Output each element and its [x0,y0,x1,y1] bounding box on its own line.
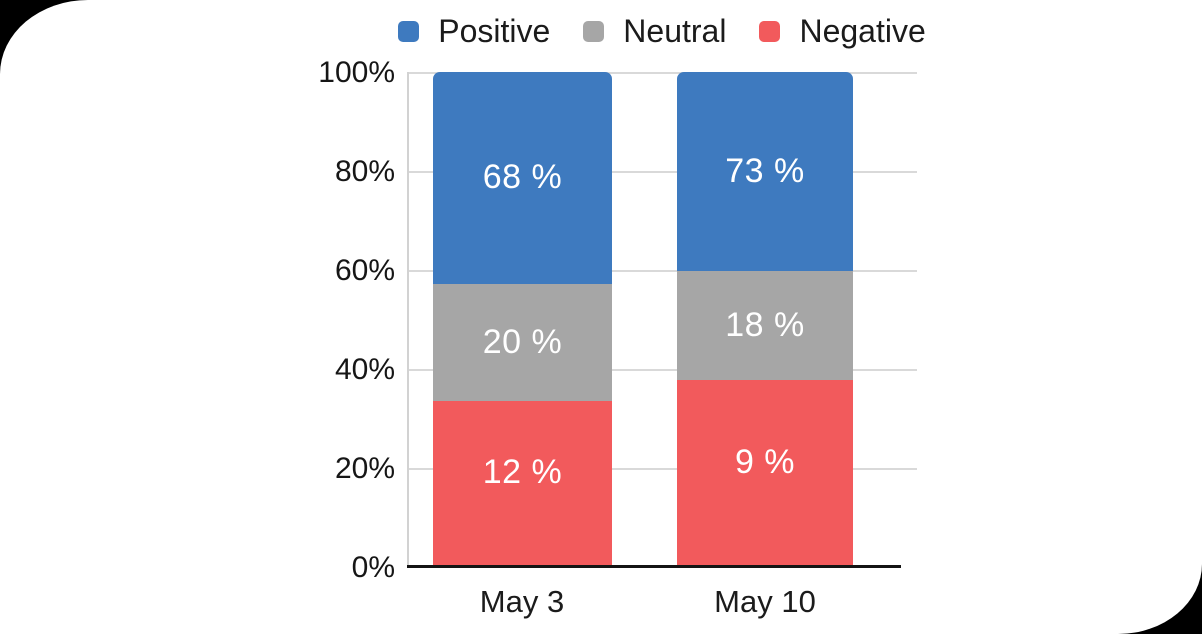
bar-segment-neutral: 18 % [677,271,853,380]
legend-item-neutral: Neutral [583,10,726,52]
x-axis-line [407,565,901,568]
bar-segment-value-label: 18 % [725,305,805,344]
stacked-bar-may-3: 68 % 20 % 12 % [433,72,612,567]
y-axis-line [407,72,409,567]
gridline-80 [407,171,917,173]
y-tick-20: 20% [334,452,395,485]
chart-legend: Positive Neutral Negative [398,9,926,53]
y-tick-100: 100% [318,56,395,89]
stacked-bar-may-10: 73 % 18 % 9 % [677,72,853,567]
bar-segment-value-label: 73 % [725,152,805,190]
legend-item-positive: Positive [398,10,550,52]
legend-label-neutral: Neutral [623,13,727,49]
bar-segment-negative: 12 % [433,400,612,567]
x-label-may-10: May 10 [714,584,816,619]
gridline-100 [407,72,917,74]
neutral-swatch-icon [583,20,605,42]
bar-segment-positive: 73 % [677,72,853,271]
bar-segment-neutral: 20 % [433,283,612,401]
y-tick-40: 40% [334,353,395,386]
negative-swatch-icon [759,20,781,42]
gridline-60 [407,270,917,272]
x-label-may-3: May 3 [479,584,565,619]
bar-segment-value-label: 9 % [734,442,796,481]
positive-swatch-icon [398,20,420,42]
y-tick-80: 80% [334,155,395,188]
plot-area: 68 % 20 % 12 % 73 % 18 % 9 % [407,72,917,619]
bar-segment-positive: 68 % [433,72,612,284]
legend-label-negative: Negative [799,13,926,49]
gridline-20 [407,468,917,470]
y-axis: 100% 80% 60% 40% 20% 0% [300,57,395,584]
bar-segment-negative: 9 % [677,379,853,567]
legend-label-positive: Positive [438,13,551,49]
bar-segment-value-label: 20 % [482,322,563,361]
bar-segment-value-label: 68 % [482,158,563,197]
bar-segment-value-label: 12 % [482,453,563,492]
y-tick-60: 60% [334,254,395,287]
y-tick-0: 0% [351,551,395,584]
legend-item-negative: Negative [759,10,926,52]
gridline-40 [407,369,917,371]
